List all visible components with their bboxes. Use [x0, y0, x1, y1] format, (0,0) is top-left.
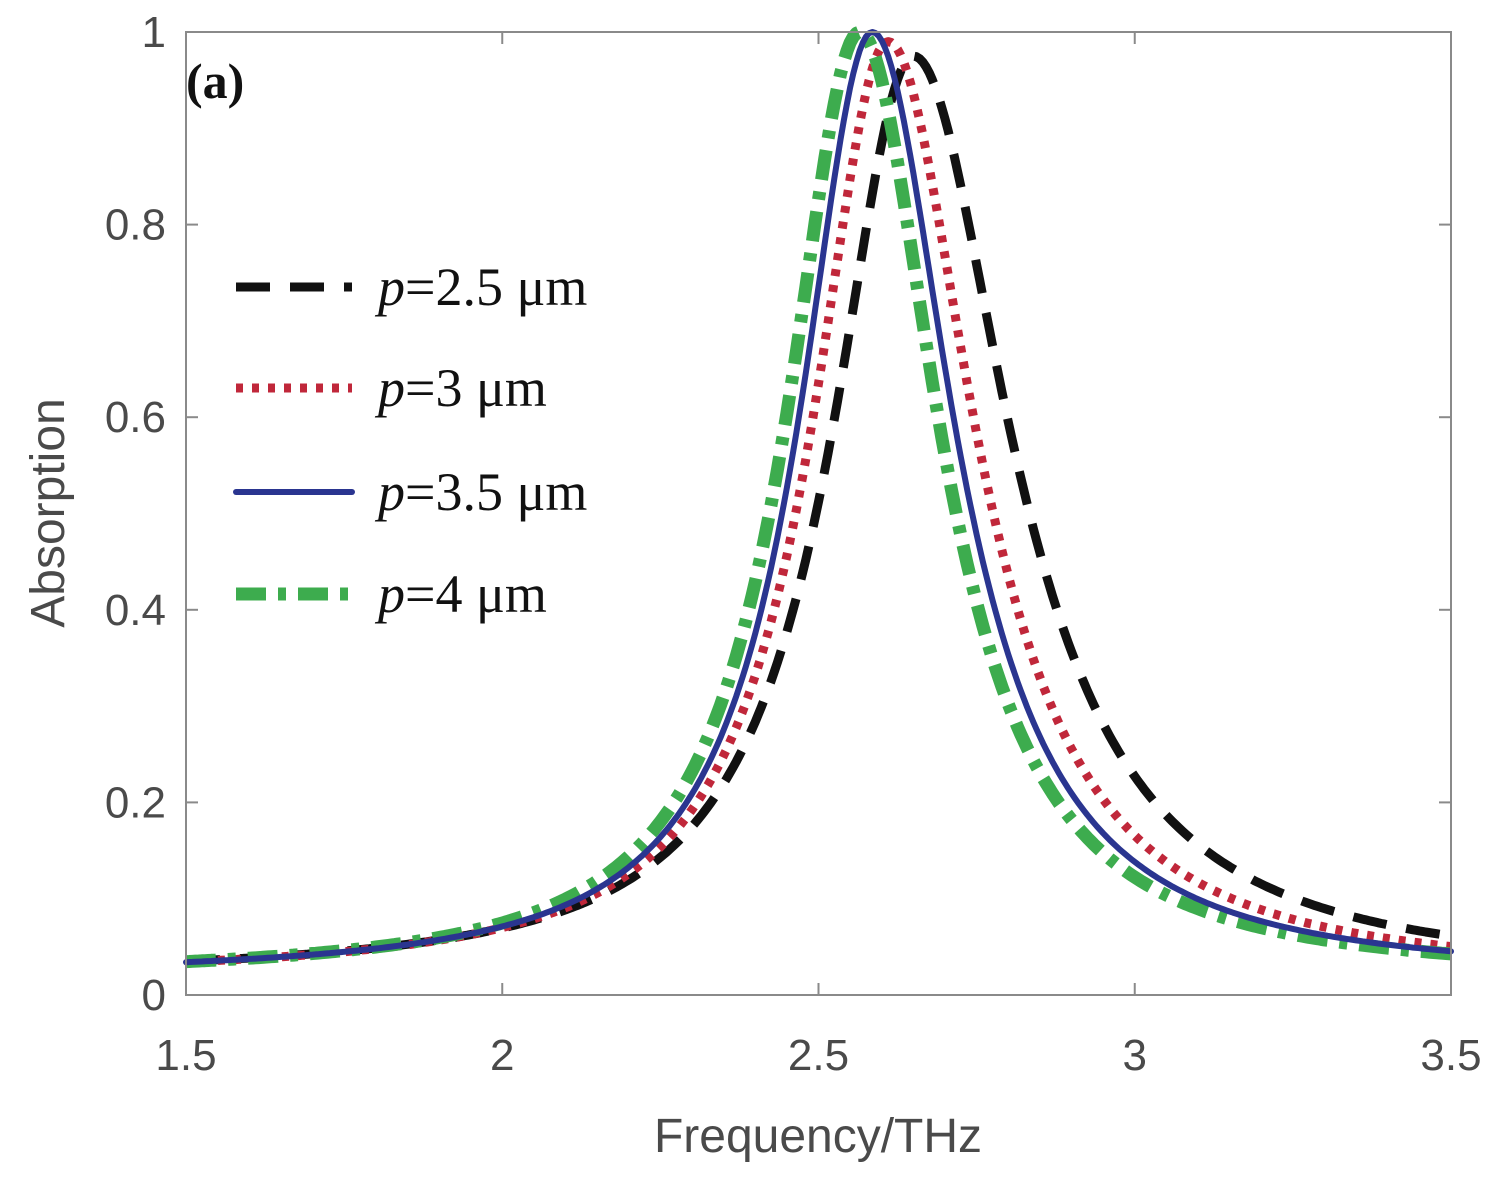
y-tick-label: 0.6 — [105, 393, 166, 442]
legend: p=2.5 μmp=3 μmp=3.5 μmp=4 μm — [233, 257, 587, 624]
legend-value: =3 μm — [405, 358, 547, 418]
y-tick-label: 0.2 — [105, 778, 166, 827]
y-tick-label: 1 — [142, 8, 166, 57]
panel-label: (a) — [186, 53, 244, 109]
y-tick-label: 0.4 — [105, 586, 166, 635]
y-tick-label: 0.8 — [105, 201, 166, 250]
series-layer — [182, 25, 1455, 969]
series-line-dashed — [184, 51, 1453, 966]
x-tick-label: 1.5 — [155, 1031, 216, 1080]
legend-value: =3.5 μm — [405, 462, 587, 522]
legend-entry-label: p=3.5 μm — [374, 462, 587, 522]
legend-value: =2.5 μm — [405, 257, 587, 317]
legend-variable: p — [374, 257, 405, 317]
ticks-layer: 1.5 2 2.5 3 3.5 0 0.2 0.4 0.6 0.8 1 — [105, 8, 1482, 1080]
legend-value: =4 μm — [405, 564, 547, 624]
legend-entry-label: p=3 μm — [374, 358, 547, 418]
legend-variable: p — [374, 358, 405, 418]
legend-entry-label: p=4 μm — [374, 564, 547, 624]
y-tick-label: 0 — [142, 971, 166, 1020]
legend-variable: p — [374, 462, 405, 522]
x-tick-label: 3.5 — [1420, 1031, 1481, 1080]
x-tick-label: 2.5 — [788, 1031, 849, 1080]
x-tick-label: 3 — [1123, 1031, 1147, 1080]
legend-variable: p — [374, 564, 405, 624]
series-line-solid — [183, 29, 1454, 966]
x-tick-label: 2 — [490, 1031, 514, 1080]
x-axis-title: Frequency/THz — [654, 1110, 982, 1163]
legend-entry-label: p=2.5 μm — [374, 257, 587, 317]
y-axis-title: Absorption — [22, 398, 75, 627]
